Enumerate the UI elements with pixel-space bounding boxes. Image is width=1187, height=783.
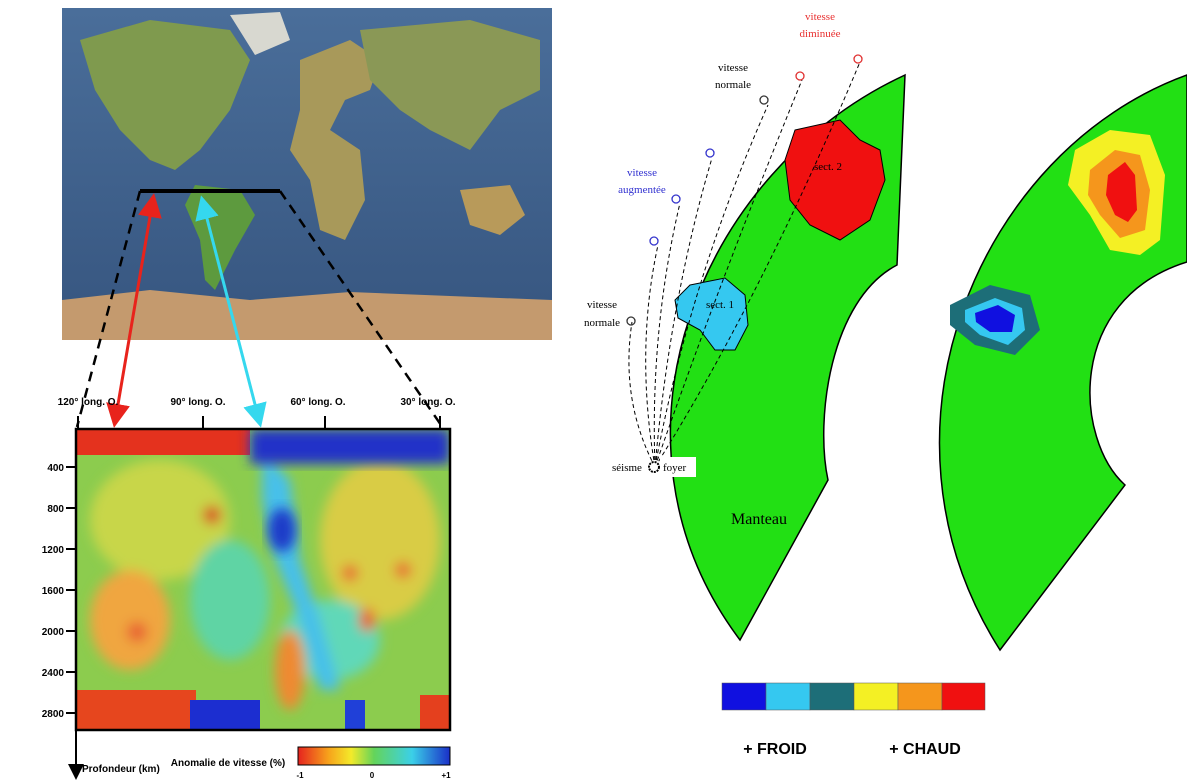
colorbar xyxy=(298,747,450,765)
focus-label: foyer xyxy=(663,462,687,474)
tomography-image xyxy=(76,429,450,730)
increased-label: augmentée xyxy=(618,184,666,196)
longitude-label: 90° long. O. xyxy=(170,397,225,408)
figure: 120° long. O. 90° long. O. 60° long. O. … xyxy=(0,0,1187,783)
legend-scale xyxy=(722,683,985,710)
normal-label: normale xyxy=(584,317,620,329)
depth-tick-label: 800 xyxy=(47,504,64,515)
depth-tick-label: 2800 xyxy=(42,709,65,720)
longitude-label: 30° long. O. xyxy=(400,397,455,408)
world-map xyxy=(62,8,552,340)
longitude-label: 120° long. O. xyxy=(58,397,119,408)
normal-label: normale xyxy=(715,79,751,91)
depth-tick-label: 400 xyxy=(47,463,64,474)
depth-tick-label: 1600 xyxy=(42,586,65,597)
colorbar-label: +1 xyxy=(441,771,451,780)
normal-label: vitesse xyxy=(718,62,748,74)
focus-marker xyxy=(649,462,659,472)
depth-axis-label: Profondeur (km) xyxy=(82,764,160,775)
mantle-label: Manteau xyxy=(731,511,787,528)
earthquake-label: séisme xyxy=(612,462,642,474)
sector-1-label: sect. 1 xyxy=(706,299,734,311)
top-ticks xyxy=(78,416,440,428)
depth-ticks: 400 800 1200 1600 2000 2400 2800 xyxy=(42,463,65,720)
colorbar-label: -1 xyxy=(296,771,304,780)
depth-tick-marks xyxy=(66,467,76,713)
decreased-label: diminuée xyxy=(800,28,841,40)
colorbar-title: Anomalie de vitesse (%) xyxy=(171,758,285,769)
legend-cold: + FROID xyxy=(743,741,807,758)
depth-tick-label: 1200 xyxy=(42,545,65,556)
normal-label: vitesse xyxy=(587,299,617,311)
colorbar-label: 0 xyxy=(370,771,375,780)
decreased-label: vitesse xyxy=(805,11,835,23)
depth-tick-label: 2000 xyxy=(42,627,65,638)
increased-label: vitesse xyxy=(627,167,657,179)
sector-2-label: sect. 2 xyxy=(814,161,842,173)
legend-hot: + CHAUD xyxy=(889,741,961,758)
depth-tick-label: 2400 xyxy=(42,668,65,679)
longitude-label: 60° long. O. xyxy=(290,397,345,408)
